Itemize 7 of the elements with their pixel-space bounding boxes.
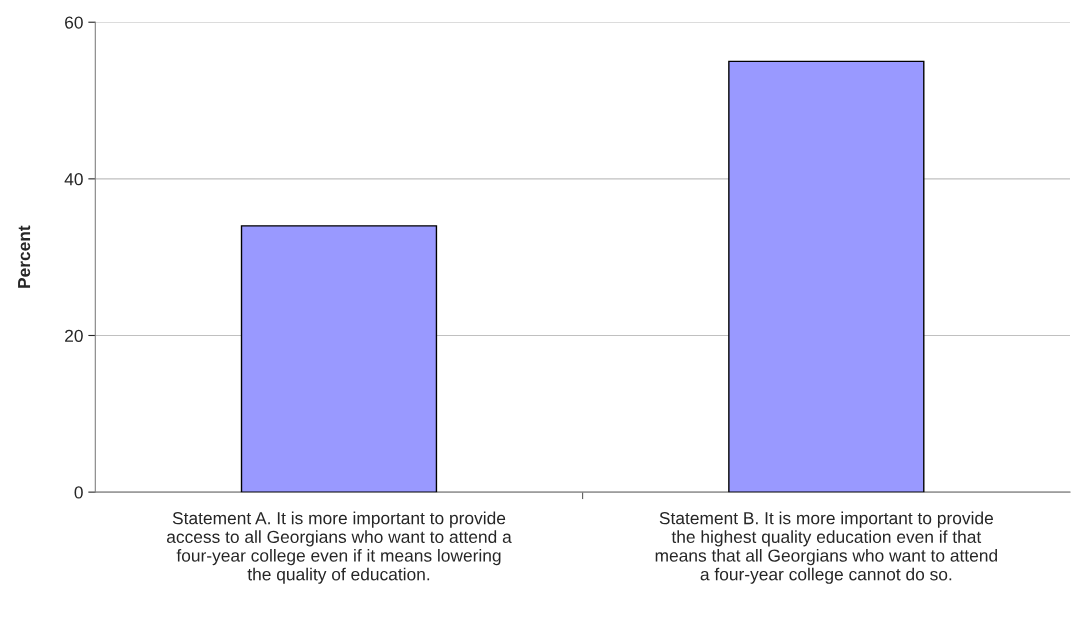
y-tick-label: 20 [65,329,83,342]
x-tick-label: Statement B. It is more important to provide the highest quality education even if that means that all Georgians who want to attend a four-year college cannot do so. [655,511,998,584]
y-tick-label: 40 [64,173,83,186]
x-tick-label: Statement A. It is more important to provide access to all Georgians who want to attend a four-year college even if it means lowering the quality of education. [166,511,512,584]
y-tick-label: 60 [65,16,83,29]
y-tick-label: 0 [74,486,83,499]
y-axis-title: Percent [18,225,31,288]
